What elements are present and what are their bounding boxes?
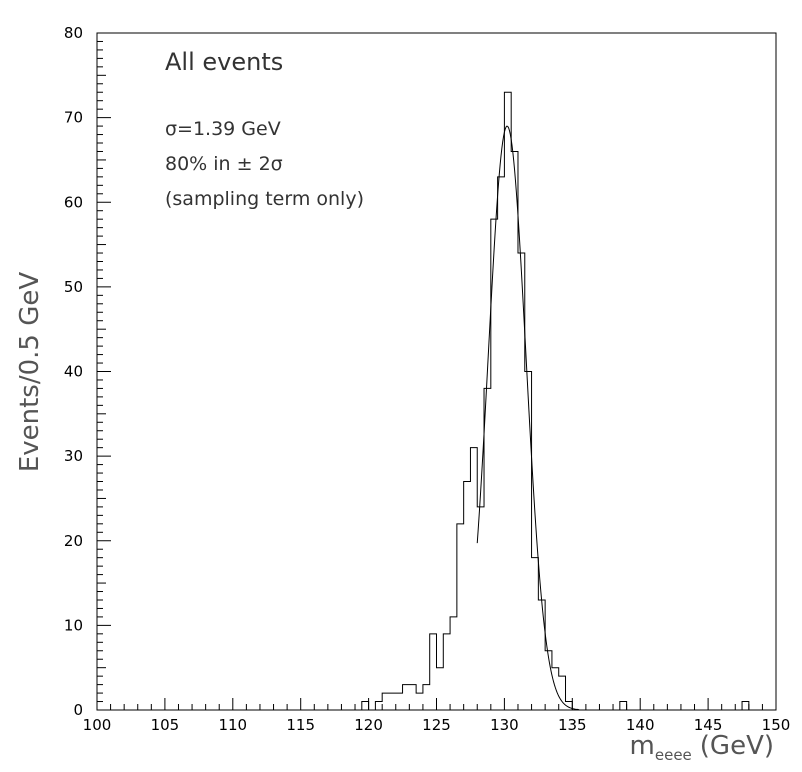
- y-axis: 0 10 20 30 40 50 60 70 80: [64, 24, 111, 719]
- x-tick-label: 110: [218, 716, 247, 734]
- y-tick-label: 60: [64, 193, 83, 211]
- x-tick-label: 120: [354, 716, 383, 734]
- x-axis-title: meeee (GeV): [630, 731, 774, 764]
- gaussian-fit-curve: [476, 125, 580, 711]
- annotation-note: (sampling term only): [165, 188, 364, 210]
- y-axis-title: Events/0.5 GeV: [15, 272, 45, 473]
- x-axis: 100 105 110 115 120 125 130 135 140 145 150: [83, 698, 791, 734]
- y-tick-label: 30: [64, 447, 83, 465]
- x-tick-label: 100: [83, 716, 112, 734]
- y-tick-label: 50: [64, 278, 83, 296]
- x-tick-label: 140: [626, 716, 655, 734]
- histogram-steps: [361, 91, 750, 711]
- x-tick-label: 130: [490, 716, 519, 734]
- x-tick-label: 125: [422, 716, 451, 734]
- y-tick-label: 80: [64, 24, 83, 42]
- y-tick-label: 70: [64, 109, 83, 127]
- x-tick-label: 105: [151, 716, 180, 734]
- x-axis-title-unit: (GeV): [700, 731, 774, 761]
- x-tick-label: 115: [286, 716, 315, 734]
- y-tick-label: 20: [64, 532, 83, 550]
- x-tick-label: 135: [558, 716, 587, 734]
- y-tick-label: 40: [64, 363, 83, 381]
- y-tick-label: 0: [73, 701, 83, 719]
- annotation-title: All events: [165, 48, 283, 76]
- x-tick-label: 150: [762, 716, 791, 734]
- annotation-fraction: 80% in ± 2σ: [165, 153, 283, 175]
- x-axis-title-subscript: eeee: [655, 746, 692, 764]
- annotation-sigma: σ=1.39 GeV: [165, 118, 281, 140]
- x-axis-title-main: m: [630, 731, 655, 761]
- y-tick-label: 10: [64, 616, 83, 634]
- x-tick-label: 145: [694, 716, 723, 734]
